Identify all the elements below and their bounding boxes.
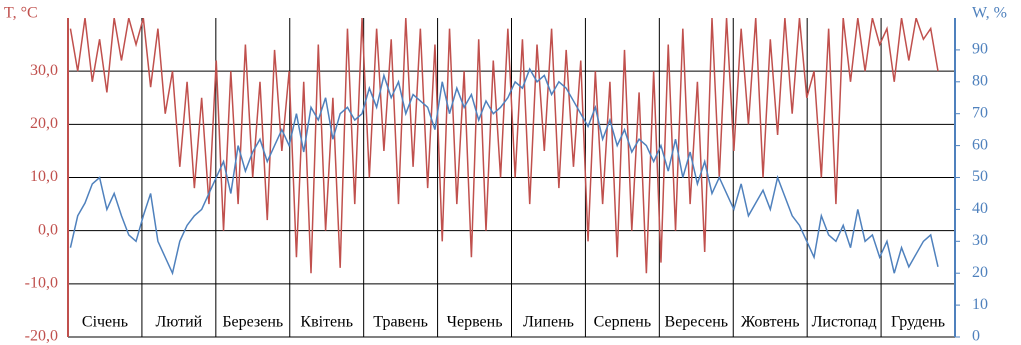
y2-tick-label: 70 <box>972 104 988 121</box>
y2-tick-label: 50 <box>972 168 988 185</box>
month-label: Січень <box>82 314 128 331</box>
month-label: Грудень <box>891 314 945 331</box>
y-tick-label: 0,0 <box>38 221 58 238</box>
series-line <box>69 18 939 274</box>
y-tick-label: -20,0 <box>25 328 58 345</box>
month-label: Червень <box>447 314 503 331</box>
series-line <box>69 67 939 276</box>
month-label: Лютий <box>156 314 203 331</box>
y2-tick-label: 0 <box>972 328 980 345</box>
month-label: Квітень <box>300 314 353 331</box>
month-label: Липень <box>523 314 574 331</box>
y2-tick-label: 20 <box>972 264 988 281</box>
y-tick-label: -10,0 <box>25 275 58 292</box>
y2-tick-label: 60 <box>972 136 988 153</box>
y2-tick-label: 90 <box>972 41 988 58</box>
month-label: Вересень <box>665 314 729 331</box>
y2-tick-label: 30 <box>972 232 988 249</box>
y2-tick-label: 80 <box>972 72 988 89</box>
month-label: Травень <box>373 314 428 331</box>
y-axis-label: T, °C <box>4 5 38 22</box>
month-label: Березень <box>222 314 283 331</box>
y2-tick-label: 40 <box>972 200 988 217</box>
y2-axis-label: W, % <box>972 5 1007 22</box>
y-tick-label: 20,0 <box>30 115 58 132</box>
month-label: Листопад <box>812 314 877 331</box>
month-label: Серпень <box>594 314 652 331</box>
month-label: Жовтень <box>741 314 800 331</box>
y-tick-label: 30,0 <box>30 62 58 79</box>
y-tick-label: 10,0 <box>30 168 58 185</box>
y2-tick-label: 10 <box>972 296 988 313</box>
